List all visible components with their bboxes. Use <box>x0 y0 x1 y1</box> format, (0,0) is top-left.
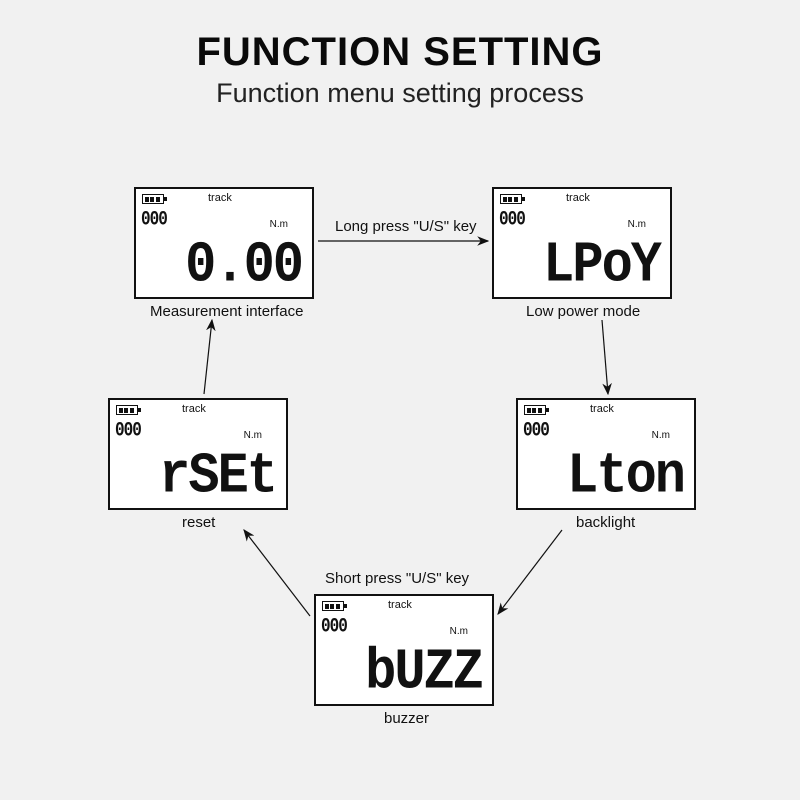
unit-label: N.m <box>628 219 646 230</box>
page-title: FUNCTION SETTING <box>0 30 800 75</box>
lcd-backlight: track 000 N.m Lton <box>516 398 696 510</box>
battery-icon <box>322 601 344 611</box>
arrow-reset-measure <box>204 320 212 394</box>
small-readout: 000 <box>499 208 525 231</box>
big-readout: LPoY <box>494 238 670 295</box>
arrow-backlight-buzzer <box>498 530 562 614</box>
small-readout: 000 <box>523 419 549 442</box>
unit-label: N.m <box>652 430 670 441</box>
arrow-buzzer-reset <box>244 530 310 616</box>
caption-backlight: backlight <box>576 514 635 531</box>
big-readout: 0.00 <box>136 238 312 295</box>
big-readout: bUZZ <box>316 645 492 702</box>
track-label: track <box>182 403 206 415</box>
lcd-lowpower: track 000 N.m LPoY <box>492 187 672 299</box>
caption-lowpower: Low power mode <box>526 303 640 320</box>
track-label: track <box>388 599 412 611</box>
unit-label: N.m <box>244 430 262 441</box>
big-readout: rSEt <box>110 449 286 506</box>
unit-label: N.m <box>270 219 288 230</box>
unit-label: N.m <box>450 626 468 637</box>
edge-label-buzzer-reset: Short press "U/S" key <box>325 570 469 587</box>
big-readout: Lton <box>518 449 694 506</box>
small-readout: 000 <box>321 615 347 638</box>
diagram-canvas: FUNCTION SETTING Function menu setting p… <box>0 0 800 800</box>
lcd-measure: track 000 N.m 0.00 <box>134 187 314 299</box>
lcd-buzzer: track 000 N.m bUZZ <box>314 594 494 706</box>
small-readout: 000 <box>115 419 141 442</box>
track-label: track <box>566 192 590 204</box>
page-subtitle: Function menu setting process <box>0 78 800 109</box>
arrow-lowpower-backlight <box>602 320 608 394</box>
battery-icon <box>116 405 138 415</box>
caption-reset: reset <box>182 514 215 531</box>
small-readout: 000 <box>141 208 167 231</box>
edge-label-measure-lowpower: Long press "U/S" key <box>335 218 477 235</box>
caption-buzzer: buzzer <box>384 710 429 727</box>
track-label: track <box>590 403 614 415</box>
track-label: track <box>208 192 232 204</box>
lcd-reset: track 000 N.m rSEt <box>108 398 288 510</box>
battery-icon <box>142 194 164 204</box>
battery-icon <box>524 405 546 415</box>
battery-icon <box>500 194 522 204</box>
caption-measure: Measurement interface <box>150 303 303 320</box>
